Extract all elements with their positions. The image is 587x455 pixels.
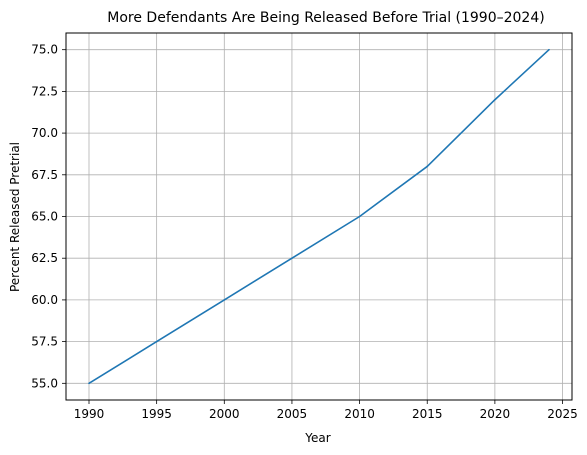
data-point — [223, 299, 226, 301]
series-layer — [88, 48, 550, 385]
y-tick-label: 62.5 — [31, 251, 58, 265]
x-tick-label: 2015 — [412, 407, 443, 421]
y-axis-label: Percent Released Pretrial — [8, 142, 22, 292]
x-tick-label: 2005 — [277, 407, 308, 421]
data-point — [548, 48, 550, 51]
y-tick-label: 65.0 — [31, 210, 58, 224]
x-tick-label: 1995 — [141, 407, 172, 421]
y-tick-label: 70.0 — [31, 126, 58, 140]
y-tick-label: 67.5 — [31, 168, 58, 182]
data-point — [494, 98, 496, 101]
data-point — [291, 257, 293, 260]
data-point — [426, 165, 429, 168]
y-axis-ticks: 55.0 57.5 60.0 62.5 65.0 67.5 70.0 72.5 75.0 — [31, 43, 66, 390]
y-tick-label: 60.0 — [31, 293, 58, 307]
x-tick-label: 2025 — [547, 407, 578, 421]
y-tick-label: 55.0 — [31, 376, 58, 390]
x-axis-label: Year — [304, 431, 330, 445]
x-tick-label: 1990 — [74, 407, 105, 421]
x-tick-label: 2020 — [480, 407, 511, 421]
data-point — [88, 382, 90, 385]
x-tick-label: 2010 — [344, 407, 375, 421]
y-tick-label: 72.5 — [31, 84, 58, 98]
data-point — [358, 215, 361, 218]
x-tick-label: 2000 — [209, 407, 240, 421]
data-point — [155, 340, 158, 343]
y-tick-label: 75.0 — [31, 43, 58, 57]
grid-lines — [66, 33, 572, 400]
series-line — [88, 49, 550, 385]
x-axis-ticks: 1990 1995 2000 2005 2010 2015 2020 2025 — [74, 400, 578, 421]
chart-title: More Defendants Are Being Released Befor… — [107, 10, 544, 26]
y-tick-label: 57.5 — [31, 335, 58, 349]
